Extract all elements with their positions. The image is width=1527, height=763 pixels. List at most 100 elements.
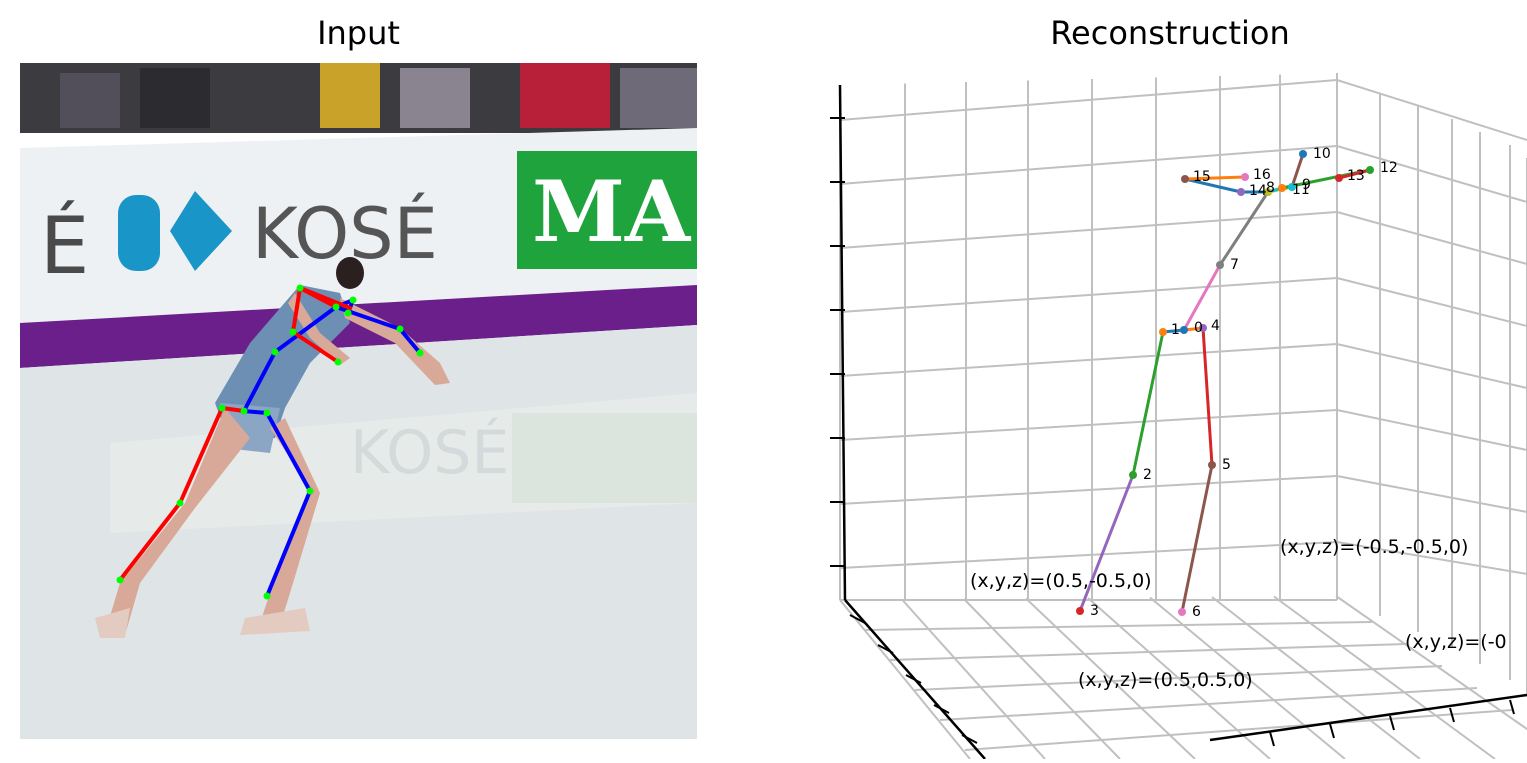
joint-14 (1237, 188, 1245, 196)
bone-5-6 (1180, 463, 1214, 614)
x-tick-0 (849, 614, 866, 624)
y-axis-line (1209, 693, 1527, 742)
grid-line-floor-a-8 (1335, 595, 1527, 731)
grid-line-floor-b-4 (939, 687, 1478, 721)
bone-0-7 (1182, 263, 1222, 332)
axis-frame (830, 84, 1527, 760)
joint-label-7: 7 (1230, 257, 1239, 273)
crowd-red-figure (520, 63, 610, 128)
skeleton-right-forearm (291, 330, 340, 364)
grid-line-side-horizontal-3 (1336, 277, 1527, 327)
corner-label-3: (x,y,z)=(-0 (1405, 631, 1507, 653)
corner-label-2: (x,y,z)=(0.5,0.5,0) (1078, 669, 1253, 691)
skeleton-joints-3d (1076, 150, 1374, 616)
grid-line-floor-b-1 (864, 621, 1373, 631)
reconstruction-panel-title: Reconstruction (1050, 14, 1290, 52)
grid-lines (839, 73, 1527, 760)
y-tick-4 (1509, 699, 1515, 715)
joint-4 (1199, 324, 1207, 332)
grid-line-floor-a-1 (901, 598, 1046, 760)
corner-label-1: (x,y,z)=(-0.5,-0.5,0) (1280, 536, 1468, 558)
input-image: É KOSÉ MA KOSÉ (20, 63, 697, 739)
grid-line-floor-b-5 (964, 709, 1513, 751)
joint-label-1: 1 (1171, 322, 1180, 338)
joint-label-8: 8 (1266, 180, 1275, 196)
joint-label-9: 9 (1302, 177, 1311, 193)
joint-2 (1129, 471, 1137, 479)
grid-line-horizontal-0 (839, 79, 1338, 121)
grid-line-side-horizontal-5 (1336, 409, 1527, 451)
joint-label-3: 3 (1090, 603, 1099, 619)
skeleton-spine (242, 350, 277, 413)
bone-4-5 (1201, 326, 1214, 467)
joint-label-0: 0 (1194, 320, 1203, 336)
joint-8 (1264, 188, 1272, 196)
joint-label-4: 4 (1211, 318, 1220, 334)
joint-1 (1159, 328, 1167, 336)
purple-stripe (20, 285, 697, 368)
x-tick-4 (961, 734, 978, 744)
joint-11 (1278, 184, 1286, 192)
grid-line-floor-b-3 (914, 665, 1443, 691)
bone-9-10 (1290, 152, 1305, 189)
bone-12-13 (1337, 168, 1372, 180)
banner-text-left: É (40, 200, 89, 292)
grid-line-side-horizontal-1 (1336, 145, 1527, 203)
grid-line-horizontal-2 (839, 211, 1338, 249)
joint-label-10: 10 (1313, 146, 1331, 162)
grid-line-side-horizontal-4 (1336, 343, 1527, 389)
joint-label-13: 13 (1347, 168, 1365, 184)
joint-label-15: 15 (1193, 169, 1211, 185)
grid-line-horizontal-7 (839, 541, 1338, 569)
x-tick-2 (905, 674, 922, 684)
banner-text-right: MA (532, 162, 692, 261)
joint-label-12: 12 (1380, 160, 1398, 176)
joint-label-6: 6 (1192, 604, 1201, 620)
corner-label-0: (x,y,z)=(0.5,-0.5,0) (970, 570, 1152, 592)
grid-line-side-horizontal-6 (1336, 475, 1527, 513)
bone-2-3 (1078, 473, 1135, 613)
skeleton-right-upper-arm (291, 286, 302, 334)
corner-labels: (x,y,z)=(0.5,-0.5,0) (x,y,z)=(-0.5,-0.5,0… (970, 536, 1507, 691)
kose-logo-icon (118, 191, 232, 271)
joint-13 (1335, 174, 1343, 182)
joint-7 (1216, 261, 1224, 269)
z-axis-line (838, 84, 847, 601)
grid-line-side-horizontal-0 (1336, 79, 1527, 141)
joint-10 (1299, 150, 1307, 158)
crowd-yellow-figure (320, 63, 380, 128)
x-tick-1 (877, 644, 894, 654)
input-panel-title: Input (317, 14, 400, 52)
skeleton-neck (273, 305, 338, 354)
joint-label-16: 16 (1253, 167, 1271, 183)
grid-line-floor-a-2 (963, 598, 1121, 760)
joint-12 (1366, 166, 1374, 174)
grid-line-horizontal-1 (839, 145, 1338, 185)
skeleton-right-hip (220, 406, 246, 413)
bone-1-2 (1131, 330, 1165, 477)
skeleton-left-forearm (398, 327, 422, 355)
bone-15-16 (1183, 175, 1247, 181)
joint-6 (1178, 608, 1186, 616)
joint-label-5: 5 (1222, 457, 1231, 473)
grid-line-horizontal-3 (839, 277, 1338, 313)
grid-line-horizontal-5 (839, 409, 1338, 441)
x-tick-3 (933, 704, 950, 714)
banner-reflection: KOSÉ (350, 416, 509, 488)
skeleton-left-thigh (265, 411, 312, 493)
joint-5 (1208, 461, 1216, 469)
y-tick-0 (1269, 731, 1275, 747)
grid-line-floor-a-0 (839, 599, 971, 760)
grid-line-horizontal-4 (839, 343, 1338, 377)
grid-line-horizontal-6 (839, 475, 1338, 505)
input-photo: É KOSÉ MA KOSÉ (20, 63, 697, 739)
bone-14-15 (1183, 177, 1243, 194)
bone-7-8 (1218, 190, 1270, 267)
y-tick-2 (1389, 715, 1395, 731)
grid-line-side-horizontal-2 (1336, 211, 1527, 265)
joint-15 (1181, 175, 1189, 183)
joint-label-11: 11 (1292, 182, 1310, 198)
grid-line-floor-a-7 (1273, 595, 1496, 760)
